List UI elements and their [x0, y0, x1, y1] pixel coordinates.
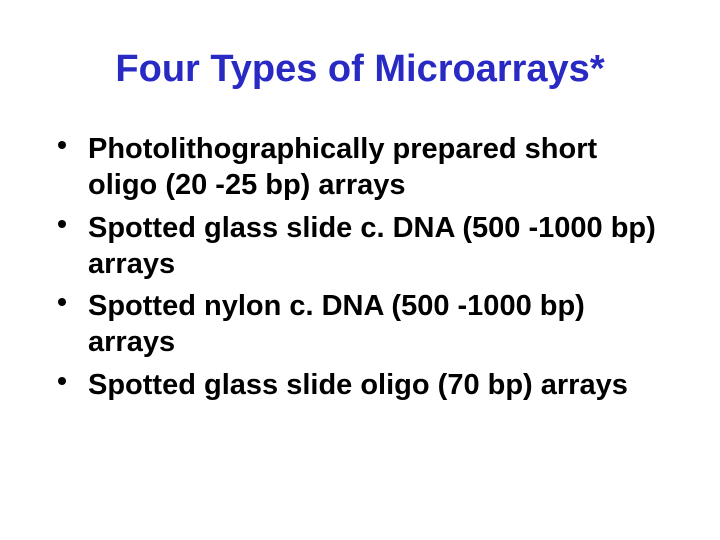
list-item: Spotted glass slide c. DNA (500 -1000 bp… — [50, 210, 670, 283]
bullet-icon — [58, 377, 66, 385]
slide-title: Four Types of Microarrays* — [50, 48, 670, 91]
list-item: Spotted glass slide oligo (70 bp) arrays — [50, 367, 670, 403]
list-item-text: Photolithographically prepared short oli… — [88, 133, 597, 201]
bullet-icon — [58, 220, 66, 228]
list-item-text: Spotted glass slide c. DNA (500 -1000 bp… — [88, 212, 656, 280]
bullet-icon — [58, 298, 66, 306]
list-item-text: Spotted glass slide oligo (70 bp) arrays — [88, 369, 628, 401]
bullet-list: Photolithographically prepared short oli… — [50, 131, 670, 403]
list-item: Spotted nylon c. DNA (500 -1000 bp) arra… — [50, 288, 670, 361]
list-item: Photolithographically prepared short oli… — [50, 131, 670, 204]
list-item-text: Spotted nylon c. DNA (500 -1000 bp) arra… — [88, 290, 585, 358]
bullet-icon — [58, 141, 66, 149]
